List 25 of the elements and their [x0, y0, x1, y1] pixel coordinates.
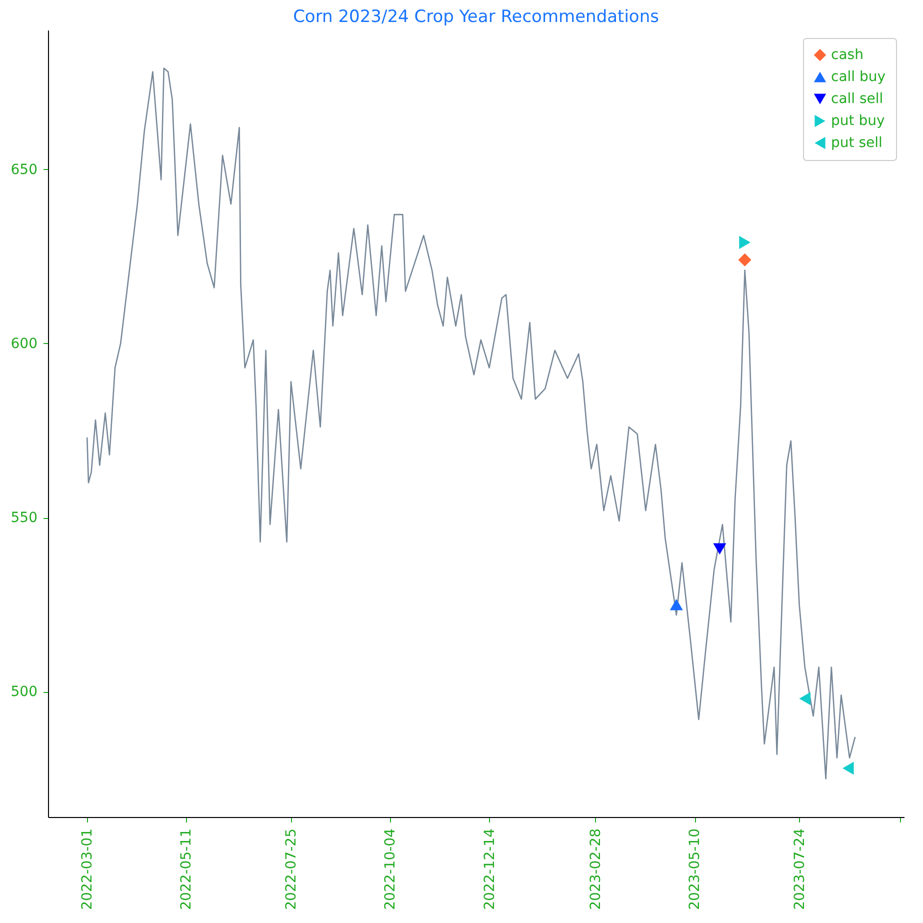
x-tick-label: 2022-05-11 — [178, 828, 195, 910]
x-tick-label: 2023-02-28 — [588, 828, 604, 910]
point — [738, 253, 752, 266]
legend-label: put buy — [831, 113, 885, 129]
x-tick-label: 2022-12-14 — [482, 828, 498, 910]
y-tick-label: 600 — [10, 336, 38, 352]
point — [670, 598, 683, 610]
chart-title: Corn 2023/24 Crop Year Recommendations — [293, 7, 660, 27]
legend-label: call sell — [831, 91, 884, 107]
point — [713, 543, 726, 555]
legend-label: cash — [831, 47, 864, 63]
legend-label: put sell — [831, 135, 882, 151]
x-tick-label: 2022-07-25 — [283, 828, 300, 910]
x-tick-label: 2023-07-24 — [792, 828, 808, 910]
point — [799, 692, 810, 706]
y-tick-label: 650 — [10, 162, 38, 178]
y-tick-label: 500 — [10, 684, 38, 700]
y-tick-label: 550 — [10, 510, 38, 526]
line-series — [86, 68, 856, 780]
x-tick-label: 2023-05-10 — [687, 828, 704, 910]
x-tick-label: 2022-03-01 — [80, 828, 96, 910]
x-tick-label: 2022-10-04 — [382, 828, 399, 910]
point — [739, 236, 750, 249]
legend-label: call buy — [831, 69, 886, 85]
point — [842, 762, 854, 775]
